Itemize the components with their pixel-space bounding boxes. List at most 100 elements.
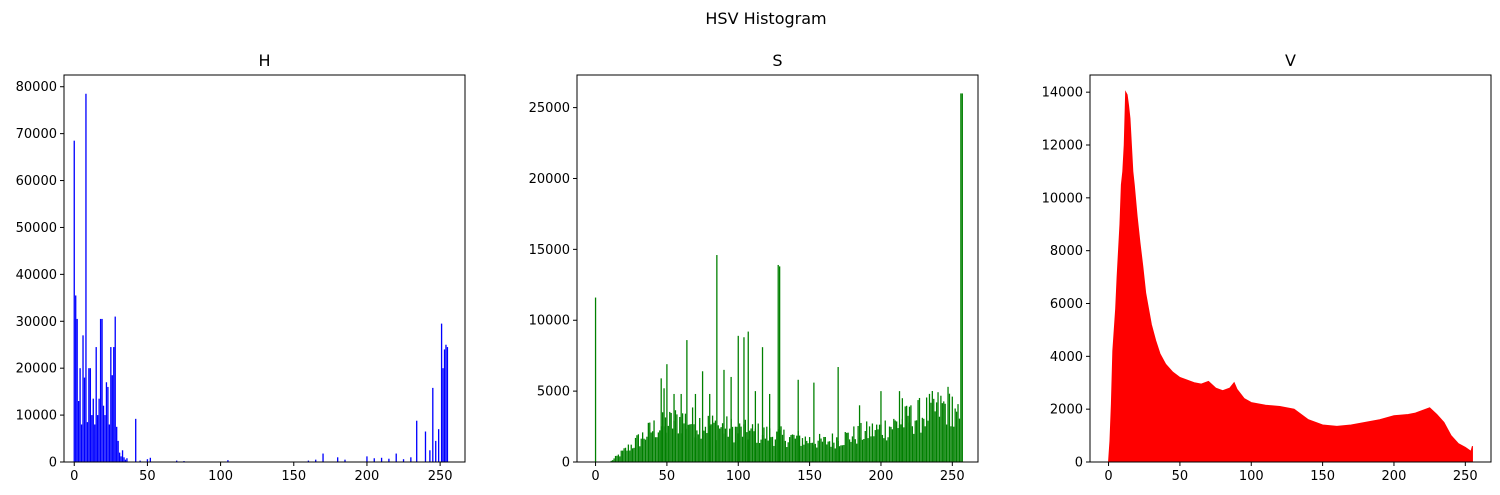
bar [776, 431, 778, 462]
bar [751, 424, 754, 462]
bar [940, 395, 942, 462]
bar [651, 431, 654, 462]
bar [94, 424, 96, 462]
bar [880, 391, 882, 462]
bar [656, 437, 658, 462]
bar [623, 448, 625, 462]
y-tick-label: 2000 [1050, 403, 1083, 418]
bar [126, 458, 128, 462]
bar [920, 432, 922, 462]
bar [108, 424, 111, 462]
bar [876, 424, 878, 462]
bar [707, 415, 709, 462]
bar [689, 424, 691, 462]
bar [700, 438, 702, 462]
y-tick-label: 30000 [16, 315, 57, 330]
bar [951, 396, 953, 462]
bar [898, 391, 901, 462]
bar [804, 436, 806, 462]
bar [844, 432, 846, 462]
bar [863, 438, 865, 462]
bar [756, 442, 758, 462]
bar [746, 432, 748, 462]
x-tick-label: 250 [1453, 469, 1478, 484]
bar [440, 323, 443, 462]
bar [814, 443, 816, 462]
bar [91, 415, 93, 462]
bar [380, 457, 383, 462]
bar [76, 318, 78, 462]
y-tick-label: 10000 [1042, 191, 1083, 206]
bar [753, 431, 755, 462]
bar [713, 422, 715, 462]
x-tick-label: 250 [940, 469, 965, 484]
bar [686, 340, 688, 462]
bar [960, 93, 962, 462]
axes-frame [63, 74, 466, 463]
bar [826, 444, 828, 462]
bar [720, 427, 722, 462]
y-tick-label: 10000 [16, 409, 57, 424]
bar [107, 386, 109, 462]
bar [927, 420, 929, 462]
bar [723, 369, 725, 462]
bar [860, 422, 862, 462]
bar [99, 318, 102, 462]
bar [764, 438, 767, 462]
bar [816, 447, 818, 462]
bar [693, 424, 695, 462]
bar [921, 417, 923, 462]
bar [757, 423, 759, 462]
bar [847, 432, 849, 462]
x-tick-label: 100 [1239, 469, 1264, 484]
bar [934, 411, 936, 462]
histogram-area [1108, 90, 1473, 462]
bar [941, 403, 943, 462]
bar [86, 422, 89, 462]
bar [754, 391, 757, 462]
bar [629, 450, 631, 462]
bar [663, 388, 665, 462]
bar [322, 453, 324, 462]
bar [610, 460, 612, 462]
data-marks [594, 93, 963, 462]
bar [918, 397, 921, 462]
bar [146, 459, 149, 462]
bar [769, 393, 771, 462]
bar [744, 419, 747, 462]
bar [778, 266, 781, 462]
y-tick-label: 20000 [529, 172, 570, 187]
bar [870, 436, 872, 462]
bar [620, 450, 622, 462]
bar [834, 448, 836, 462]
bar [719, 428, 721, 462]
bar [724, 428, 727, 462]
bar [830, 446, 832, 462]
bar [410, 457, 412, 462]
bar [684, 413, 687, 462]
bar [647, 422, 649, 462]
bar [783, 429, 785, 462]
bar [706, 433, 708, 462]
bar [697, 434, 699, 462]
bar [948, 393, 951, 462]
bar [823, 436, 825, 462]
x-tick-label: 150 [797, 469, 822, 484]
bar [716, 255, 718, 462]
bar [877, 429, 879, 462]
bar [884, 420, 886, 462]
bar [873, 436, 875, 462]
bar [315, 459, 317, 462]
bar [813, 382, 815, 462]
bar [887, 437, 889, 462]
bar [747, 331, 749, 462]
bar [853, 426, 855, 462]
bar [681, 413, 684, 462]
y-tick-label: 6000 [1050, 297, 1083, 312]
bar [680, 393, 682, 462]
bar [676, 414, 678, 462]
bar [446, 347, 449, 462]
bar [704, 426, 707, 462]
bar [703, 430, 705, 462]
bar [866, 421, 868, 462]
